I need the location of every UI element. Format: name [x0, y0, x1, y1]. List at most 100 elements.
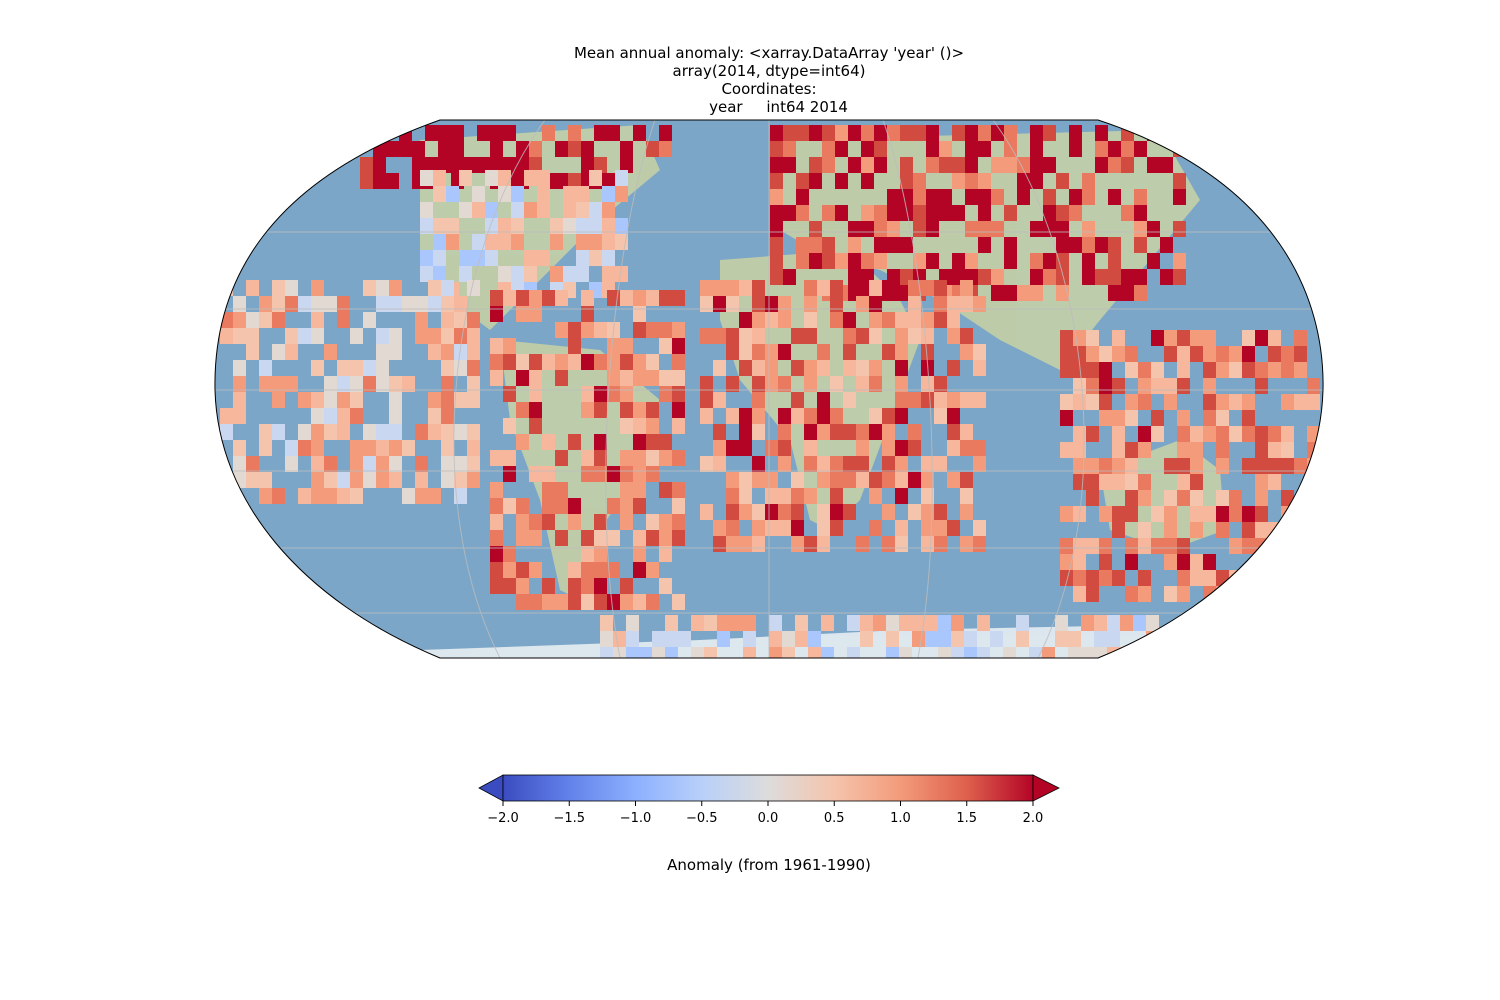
- anomaly-cell: [1086, 570, 1099, 586]
- anomaly-cell: [1099, 506, 1112, 522]
- anomaly-cell: [765, 472, 778, 488]
- anomaly-cell: [311, 440, 324, 456]
- anomaly-cell: [1082, 237, 1095, 253]
- anomaly-cell: [376, 424, 389, 440]
- anomaly-cell: [337, 376, 350, 392]
- anomaly-cell: [615, 266, 628, 282]
- anomaly-cell: [311, 312, 324, 328]
- anomaly-cell: [1138, 490, 1151, 506]
- anomaly-cell: [978, 221, 991, 237]
- anomaly-cell: [770, 253, 783, 269]
- anomaly-cell: [1099, 410, 1112, 426]
- anomaly-cell: [1177, 474, 1190, 490]
- anomaly-cell: [415, 488, 428, 504]
- anomaly-cells: [220, 125, 1320, 658]
- anomaly-cell: [726, 296, 739, 312]
- title-line-3: Coordinates:: [721, 80, 817, 98]
- anomaly-cell: [1099, 394, 1112, 410]
- anomaly-cell: [847, 647, 860, 658]
- anomaly-cell: [576, 250, 589, 266]
- anomaly-cell: [1294, 394, 1307, 410]
- anomaly-cell: [804, 488, 817, 504]
- anomaly-cell: [454, 392, 467, 408]
- anomaly-cell: [563, 266, 576, 282]
- anomaly-cell: [1030, 285, 1043, 301]
- anomaly-cell: [576, 202, 589, 218]
- anomaly-cell: [1125, 554, 1138, 570]
- anomaly-cell: [1294, 362, 1307, 378]
- anomaly-cell: [795, 631, 808, 647]
- anomaly-cell: [778, 488, 791, 504]
- anomaly-cell: [1281, 394, 1294, 410]
- colorbar-tick-label: 0.0: [758, 811, 779, 826]
- anomaly-cell: [490, 482, 503, 498]
- anomaly-cell: [895, 408, 908, 424]
- anomaly-cell: [700, 456, 713, 472]
- anomaly-cell: [311, 456, 324, 472]
- anomaly-cell: [542, 354, 555, 370]
- anomaly-cell: [581, 466, 594, 482]
- anomaly-cell: [1125, 586, 1138, 602]
- anomaly-cell: [1133, 615, 1146, 631]
- anomaly-cell: [350, 456, 363, 472]
- anomaly-cell: [420, 202, 433, 218]
- anomaly-cell: [830, 472, 843, 488]
- anomaly-cell: [259, 488, 272, 504]
- anomaly-cell: [537, 202, 550, 218]
- anomaly-cell: [817, 472, 830, 488]
- anomaly-cell: [952, 205, 965, 221]
- anomaly-cell: [490, 125, 503, 141]
- anomaly-cell: [739, 360, 752, 376]
- anomaly-cell: [769, 647, 782, 658]
- anomaly-cell: [765, 296, 778, 312]
- anomaly-cell: [672, 594, 685, 610]
- anomaly-cell: [555, 141, 568, 157]
- anomaly-cell: [1086, 458, 1099, 474]
- anomaly-cell: [376, 344, 389, 360]
- anomaly-cell: [856, 472, 869, 488]
- anomaly-cell: [425, 157, 438, 173]
- anomaly-cell: [882, 344, 895, 360]
- anomaly-cell: [246, 328, 259, 344]
- anomaly-cell: [1073, 362, 1086, 378]
- anomaly-cell: [259, 296, 272, 312]
- anomaly-cell: [428, 408, 441, 424]
- anomaly-cell: [899, 647, 912, 658]
- anomaly-cell: [1255, 362, 1268, 378]
- anomaly-cell: [433, 170, 446, 186]
- anomaly-cell: [1164, 458, 1177, 474]
- anomaly-cell: [895, 376, 908, 392]
- anomaly-cell: [926, 157, 939, 173]
- anomaly-cell: [921, 392, 934, 408]
- anomaly-cell: [1003, 647, 1016, 658]
- anomaly-cell: [350, 328, 363, 344]
- anomaly-cell: [1112, 570, 1125, 586]
- anomaly-cell: [770, 205, 783, 221]
- anomaly-cell: [848, 237, 861, 253]
- anomaly-cell: [1242, 522, 1255, 538]
- colorbar-tick-label: 2.0: [1023, 811, 1044, 826]
- anomaly-cell: [1095, 141, 1108, 157]
- anomaly-cell: [555, 354, 568, 370]
- anomaly-cell: [809, 237, 822, 253]
- anomaly-cell: [835, 125, 848, 141]
- anomaly-cell: [1190, 506, 1203, 522]
- anomaly-cell: [594, 125, 607, 141]
- anomaly-cell: [516, 498, 529, 514]
- anomaly-cell: [913, 189, 926, 205]
- anomaly-cell: [770, 189, 783, 205]
- anomaly-cell: [1095, 269, 1108, 285]
- anomaly-cell: [665, 615, 678, 631]
- anomaly-cell: [965, 157, 978, 173]
- anomaly-cell: [1190, 346, 1203, 362]
- anomaly-cell: [467, 280, 480, 296]
- anomaly-cell: [1060, 570, 1073, 586]
- anomaly-cell: [913, 125, 926, 141]
- anomaly-cell: [581, 306, 594, 322]
- anomaly-cell: [537, 250, 550, 266]
- anomaly-cell: [428, 344, 441, 360]
- anomaly-cell: [594, 322, 607, 338]
- anomaly-cell: [783, 269, 796, 285]
- anomaly-cell: [337, 488, 350, 504]
- anomaly-cell: [926, 189, 939, 205]
